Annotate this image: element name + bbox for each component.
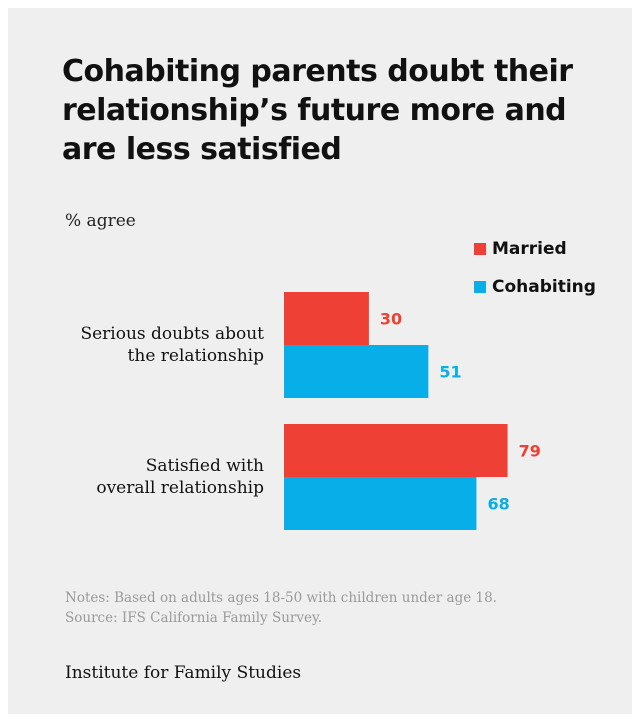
category-label-2-line-2: overall relationship xyxy=(96,478,264,498)
notes-text: Notes: Based on adults ages 18-50 with c… xyxy=(65,590,497,606)
value-label-cohabiting-1: 51 xyxy=(439,363,461,382)
chart-subtitle: % agree xyxy=(65,211,136,231)
legend-swatch-married xyxy=(474,243,486,255)
legend-label-married: Married xyxy=(492,239,567,259)
chart-notes: Notes: Based on adults ages 18-50 with c… xyxy=(65,588,497,628)
bar-cohabiting-2 xyxy=(284,477,477,530)
bar-married-2 xyxy=(284,424,508,477)
bar-married-1 xyxy=(284,292,369,345)
bar-cohabiting-1 xyxy=(284,345,429,398)
chart-card: Cohabiting parents doubt their relations… xyxy=(8,8,632,714)
source-text: Source: IFS California Family Survey. xyxy=(65,610,323,626)
legend-swatch-cohabiting xyxy=(474,281,486,293)
value-label-married-2: 79 xyxy=(519,442,541,461)
value-label-married-1: 30 xyxy=(380,310,402,329)
chart-title: Cohabiting parents doubt their relations… xyxy=(62,54,573,167)
category-label-2-line-1: Satisfied with xyxy=(146,456,264,476)
value-label-cohabiting-2: 68 xyxy=(487,495,509,514)
bar-chart: Married Cohabiting Serious doubts aboutthe… xyxy=(80,239,596,530)
brand-credit: Institute for Family Studies xyxy=(65,663,302,683)
legend-label-cohabiting: Cohabiting xyxy=(492,277,596,297)
category-label-1-line-2: the relationship xyxy=(128,346,265,366)
category-label-1-line-1: Serious doubts about xyxy=(80,324,264,344)
